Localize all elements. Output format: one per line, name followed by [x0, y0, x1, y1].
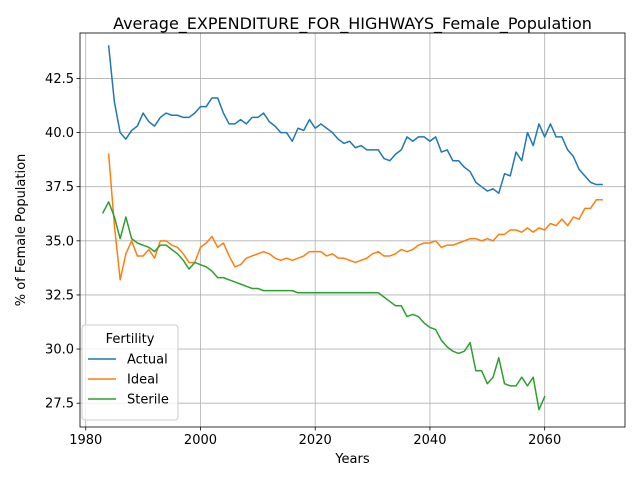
y-tick-label: 35.0	[45, 234, 74, 249]
chart-title: Average_EXPENDITURE_FOR_HIGHWAYS_Female_…	[113, 14, 592, 34]
y-tick-label: 30.0	[45, 343, 74, 358]
plot-frame	[79, 32, 626, 428]
series-lines	[101, 45, 603, 411]
legend-label-sterile: Sterile	[127, 393, 169, 408]
legend-label-ideal: Ideal	[127, 373, 159, 388]
y-tick-label: 40.0	[45, 126, 74, 141]
legend-items: Actual Ideal Sterile	[88, 353, 169, 408]
y-tick-label: 32.5	[45, 288, 74, 303]
series-line-actual	[107, 45, 603, 194]
y-tick-label: 42.5	[45, 72, 74, 87]
y-tick-label: 27.5	[45, 397, 74, 412]
y-axis: 27.5 30.0 32.5 35.0 37.5 40.0 42.5	[45, 72, 80, 412]
legend-label-actual: Actual	[127, 353, 168, 368]
x-axis-label: Years	[334, 452, 370, 467]
x-tick-label: 2040	[413, 433, 446, 448]
series-line-sterile	[101, 201, 546, 411]
x-tick-label: 2060	[528, 433, 561, 448]
series-line-ideal	[107, 153, 603, 281]
x-tick-label: 2020	[299, 433, 332, 448]
x-tick-label: 2000	[184, 433, 217, 448]
legend-title: Fertility	[106, 332, 155, 347]
y-axis-label: % of Female Population	[14, 154, 29, 307]
legend: Fertility Actual Ideal Sterile	[81, 324, 179, 421]
legend-box	[81, 324, 179, 421]
y-tick-label: 37.5	[45, 180, 74, 195]
grid	[80, 33, 625, 427]
x-axis: 1980 2000 2020 2040 2060	[69, 427, 561, 448]
x-tick-label: 1980	[69, 433, 102, 448]
